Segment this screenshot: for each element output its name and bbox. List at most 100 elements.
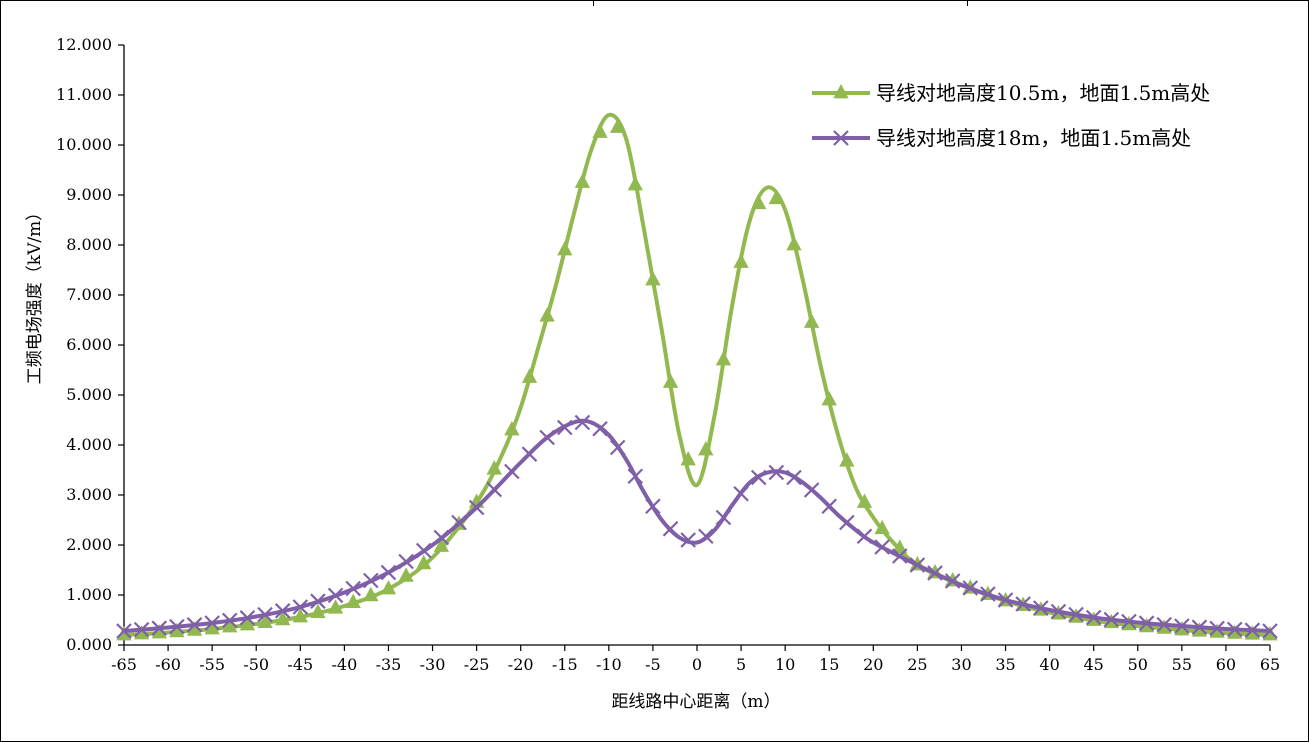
x-tick-label: 20: [863, 655, 883, 674]
data-point-cross: [1262, 623, 1278, 639]
legend-label: 导线对地高度10.5m，地面1.5m高处: [876, 81, 1210, 105]
x-tick-label: 45: [1084, 655, 1104, 674]
data-point-triangle: [627, 176, 643, 191]
y-tick-label: 2.000: [66, 535, 112, 554]
data-point-cross: [909, 557, 926, 573]
x-tick-label: 15: [819, 655, 839, 674]
data-point-cross: [292, 599, 309, 615]
top-divider: [967, 0, 968, 6]
data-point-cross: [521, 446, 538, 462]
x-tick-label: 0: [692, 655, 702, 674]
x-tick-label: 35: [995, 655, 1015, 674]
data-point-triangle: [169, 622, 185, 638]
x-axis-title: 距线路中心距离（m）: [611, 692, 780, 712]
data-point-cross: [1068, 606, 1084, 623]
data-point-triangle: [539, 307, 555, 322]
data-point-cross: [222, 612, 238, 629]
data-point-triangle: [1244, 625, 1261, 640]
data-point-cross: [997, 592, 1014, 608]
x-tick-label: -45: [287, 655, 313, 674]
data-point-triangle: [327, 599, 344, 614]
data-point-cross: [539, 429, 555, 446]
x-tick-label: 60: [1216, 655, 1236, 674]
data-point-cross: [1209, 620, 1225, 637]
data-point-triangle: [839, 452, 855, 467]
data-point-triangle: [786, 236, 802, 251]
data-point-triangle: [116, 626, 132, 641]
x-tick-label: -40: [332, 655, 358, 674]
y-tick-label: 5.000: [66, 385, 112, 404]
data-point-cross: [274, 603, 291, 619]
data-point-triangle: [715, 351, 732, 366]
data-point-cross: [169, 618, 185, 635]
y-tick-label: 12.000: [56, 35, 112, 54]
data-point-cross: [151, 620, 168, 636]
x-tick-label: -30: [420, 655, 446, 674]
data-point-cross: [239, 610, 256, 626]
data-point-cross: [398, 553, 414, 570]
y-tick-label: 3.000: [66, 485, 112, 504]
data-point-cross: [856, 528, 873, 545]
x-tick-label: -20: [508, 655, 534, 674]
data-point-cross: [662, 520, 679, 537]
axes: 0.000 1.000 2.000 3.000 4.000 5.000 6.000 7.000…: [56, 35, 1280, 674]
data-point-cross: [1226, 621, 1243, 638]
x-tick-label: -50: [243, 655, 269, 674]
data-point-cross: [1138, 615, 1155, 631]
top-divider: [593, 0, 594, 6]
data-point-triangle: [345, 593, 361, 608]
data-point-triangle: [892, 539, 908, 554]
data-point-cross: [680, 532, 696, 548]
data-point-triangle: [645, 271, 661, 286]
data-point-cross: [415, 542, 432, 559]
x-tick-label: -5: [645, 655, 661, 674]
data-point-cross: [927, 565, 943, 581]
data-point-cross: [363, 572, 379, 589]
data-point-triangle: [1262, 626, 1278, 641]
x-tick-label: -10: [596, 655, 622, 674]
series-2: [116, 414, 1278, 639]
series-layer: [116, 112, 1278, 641]
data-point-cross: [592, 420, 608, 437]
x-tick-label: 5: [736, 655, 746, 674]
data-point-triangle: [751, 194, 767, 210]
y-tick-label: 6.000: [66, 335, 112, 354]
data-point-triangle: [662, 373, 679, 388]
data-point-triangle: [874, 519, 890, 535]
data-point-triangle: [310, 603, 326, 618]
data-point-triangle: [151, 624, 167, 639]
series-1: [116, 112, 1278, 641]
data-point-triangle: [1227, 624, 1243, 639]
y-tick-label: 1.000: [66, 585, 112, 604]
data-point-triangle: [557, 241, 573, 256]
x-tick-label: 25: [907, 655, 927, 674]
data-point-triangle: [416, 554, 432, 570]
data-point-cross: [1244, 622, 1261, 638]
data-point-cross: [574, 414, 591, 431]
data-point-triangle: [239, 616, 256, 631]
data-point-cross: [186, 617, 203, 633]
data-point-triangle: [222, 618, 238, 633]
data-point-cross: [345, 580, 361, 597]
data-point-cross: [486, 481, 503, 498]
data-point-triangle: [610, 118, 626, 133]
x-tick-label: 55: [1172, 655, 1192, 674]
data-point-triangle: [1191, 622, 1208, 637]
data-point-cross: [1103, 611, 1120, 628]
data-point-triangle: [398, 567, 414, 582]
data-point-cross: [715, 509, 732, 526]
x-tick-label: -35: [376, 655, 402, 674]
y-tick-label: 11.000: [56, 85, 112, 104]
data-point-cross: [891, 548, 908, 564]
x-tick-label: 50: [1128, 655, 1148, 674]
data-point-triangle: [380, 580, 397, 595]
data-point-triangle: [521, 368, 538, 383]
data-point-triangle: [1174, 621, 1190, 636]
data-point-cross: [133, 621, 150, 638]
x-tick-label: -25: [464, 655, 490, 674]
data-point-triangle: [186, 621, 203, 636]
y-tick-label: 9.000: [66, 185, 112, 204]
data-point-cross: [504, 463, 520, 480]
y-tick-label: 4.000: [66, 435, 112, 454]
